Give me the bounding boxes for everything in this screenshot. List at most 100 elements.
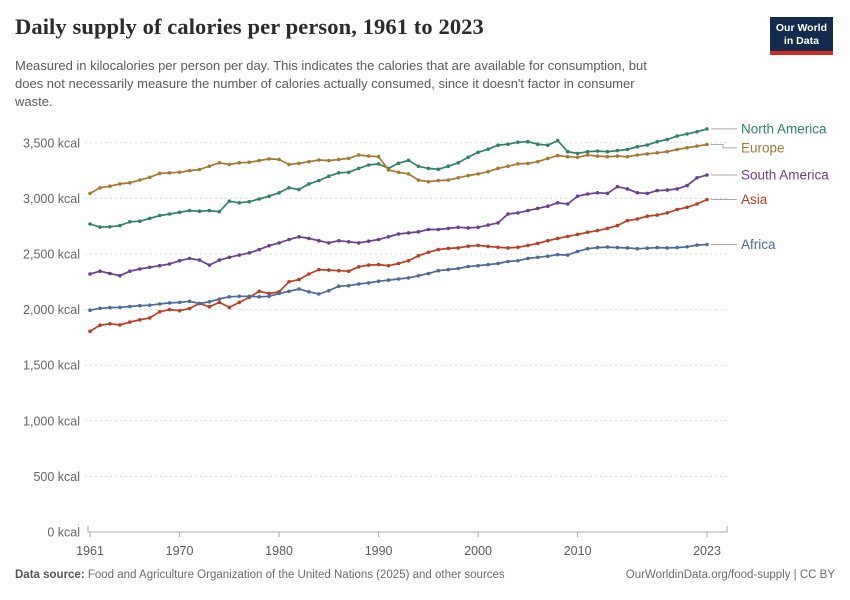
data-point (167, 212, 172, 216)
subtitle-line: does not necessarily measure the number … (15, 76, 635, 91)
data-point (705, 173, 709, 177)
data-point (486, 223, 490, 227)
data-point (297, 161, 301, 166)
data-point (406, 172, 411, 176)
data-point (496, 166, 500, 171)
data-point (476, 225, 480, 230)
data-point (675, 147, 679, 152)
legend-label-africa[interactable]: Africa (741, 237, 776, 252)
data-point (645, 152, 650, 156)
data-point (575, 232, 580, 237)
owid-logo[interactable]: Our World in Data (769, 17, 833, 55)
data-point (237, 294, 242, 299)
data-point (526, 139, 530, 144)
data-point (88, 272, 92, 276)
data-point (386, 263, 391, 268)
data-point (516, 162, 520, 166)
legend-label-south-america[interactable]: South America (741, 168, 829, 183)
chart-footer: Data source: Food and Agriculture Organi… (15, 569, 835, 581)
data-point (98, 186, 102, 190)
data-point (426, 166, 431, 171)
legend-label-north-america[interactable]: North America (741, 121, 827, 136)
data-point (366, 239, 371, 243)
data-point (625, 218, 630, 223)
data-point (88, 191, 92, 196)
data-point (356, 265, 361, 269)
data-point (277, 241, 281, 245)
data-point (187, 256, 192, 261)
data-point (197, 301, 202, 306)
data-point (177, 170, 182, 175)
data-point (118, 323, 122, 327)
data-point (546, 156, 550, 161)
data-point (595, 228, 600, 233)
data-point (685, 205, 689, 210)
data-point (337, 268, 341, 273)
data-point (167, 171, 172, 175)
data-point (416, 253, 421, 258)
data-point (695, 129, 699, 134)
data-point (506, 259, 510, 264)
data-point (217, 258, 222, 262)
data-point (546, 204, 550, 208)
series-line-north-america[interactable] (89, 128, 708, 228)
data-point (446, 267, 451, 272)
data-point (695, 144, 699, 148)
data-point (307, 290, 311, 294)
series-asia (88, 197, 709, 334)
data-point (118, 223, 122, 228)
data-point (625, 147, 630, 152)
data-point (277, 191, 281, 195)
data-point (705, 142, 709, 147)
data-point (227, 295, 232, 299)
owid-url-link[interactable]: OurWorldinData.org/food-supply | CC BY (625, 569, 835, 581)
data-point (88, 308, 92, 313)
data-point (536, 159, 540, 164)
series-line-asia[interactable] (89, 198, 708, 333)
data-point (645, 214, 650, 218)
data-point (536, 255, 540, 260)
data-point (267, 243, 271, 248)
data-point (476, 150, 480, 155)
data-point (227, 162, 232, 167)
data-point (665, 211, 669, 215)
data-point (366, 154, 371, 158)
data-point (595, 149, 600, 153)
series-line-south-america[interactable] (89, 174, 708, 277)
data-point (516, 211, 520, 215)
data-point (466, 155, 471, 160)
data-point (506, 142, 510, 146)
legend-label-asia[interactable]: Asia (741, 192, 768, 207)
data-point (177, 308, 182, 313)
data-point (366, 163, 371, 167)
data-point (157, 263, 162, 268)
data-point (346, 283, 351, 288)
series-line-europe[interactable] (89, 143, 708, 195)
data-point (585, 246, 590, 251)
data-point (536, 206, 540, 211)
data-point (108, 322, 112, 326)
data-point (695, 243, 699, 247)
data-point (128, 320, 132, 324)
data-point (257, 295, 262, 299)
data-point (108, 225, 112, 229)
data-point (287, 280, 291, 284)
data-point (406, 258, 411, 263)
y-tick-label: 500 kcal (33, 470, 80, 484)
legend-label-europe[interactable]: Europe (741, 140, 785, 155)
data-point (655, 151, 659, 155)
series-europe (88, 142, 709, 196)
data-point (466, 264, 471, 269)
page-title: Daily supply of calories per person, 196… (15, 14, 484, 39)
data-point (436, 247, 441, 252)
data-point (695, 202, 699, 206)
data-point (546, 143, 550, 147)
data-point (247, 294, 251, 299)
data-point (536, 142, 540, 146)
y-tick-label: 2,000 kcal (23, 303, 80, 317)
data-point (575, 155, 580, 160)
data-point (555, 138, 560, 143)
data-point (466, 244, 471, 248)
x-tick-label: 1990 (365, 544, 393, 558)
data-point (108, 184, 112, 188)
